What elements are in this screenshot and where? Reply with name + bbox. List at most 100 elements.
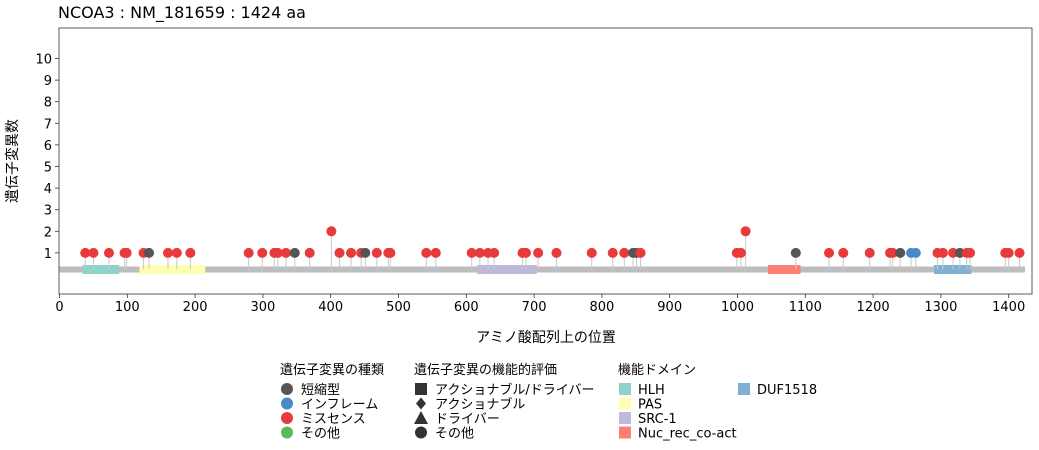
mutation-point bbox=[489, 247, 500, 258]
mutation-point bbox=[1003, 247, 1014, 258]
x-tick-label: 1400 bbox=[992, 300, 1025, 315]
y-tick-label: 3 bbox=[44, 204, 52, 219]
x-tick-label: 0 bbox=[55, 300, 63, 315]
x-tick-label: 900 bbox=[657, 300, 682, 315]
domain-pas bbox=[139, 265, 206, 274]
legend-type-label: 短縮型 bbox=[301, 382, 340, 398]
mutation-point bbox=[257, 247, 268, 258]
mutation-point bbox=[272, 247, 283, 258]
x-tick-label: 700 bbox=[522, 300, 547, 315]
mutation-point bbox=[430, 247, 441, 258]
y-tick-label: 2 bbox=[44, 225, 52, 240]
mutation-point bbox=[360, 247, 371, 258]
x-tick-label: 100 bbox=[115, 300, 140, 315]
legend-type-swatch bbox=[281, 426, 293, 439]
legend-eval-circle bbox=[415, 426, 427, 439]
mutation-point bbox=[103, 247, 114, 258]
mutation-point bbox=[243, 247, 254, 258]
mutation-point bbox=[740, 226, 751, 237]
legend-domain-swatch bbox=[619, 412, 631, 424]
y-tick-label: 9 bbox=[44, 74, 52, 89]
chart-title: NCOA3 : NM_181659 : 1424 aa bbox=[58, 3, 306, 23]
x-tick-label: 200 bbox=[183, 300, 208, 315]
mutation-point bbox=[346, 247, 357, 258]
x-tick-label: 1000 bbox=[721, 300, 754, 315]
legend-type-swatch bbox=[281, 397, 293, 410]
mutation-point bbox=[790, 247, 801, 258]
mutation-point bbox=[619, 247, 630, 258]
mutation-point bbox=[910, 247, 921, 258]
x-tick-label: 1100 bbox=[789, 300, 822, 315]
mutation-point bbox=[466, 247, 477, 258]
domain-hlh bbox=[82, 265, 120, 274]
mutation-point bbox=[371, 247, 382, 258]
y-tick-label: 8 bbox=[44, 96, 52, 111]
legend-type-title: 遺伝子変異の種類 bbox=[280, 362, 384, 378]
mutation-point bbox=[326, 226, 337, 237]
legend-type-label: その他 bbox=[301, 427, 340, 442]
legend-eval-label: アクショナブル/ドライバー bbox=[435, 382, 594, 398]
mutation-point bbox=[607, 247, 618, 258]
legend-type-swatch bbox=[281, 383, 293, 395]
mutation-point bbox=[143, 247, 154, 258]
legend-type-label: インフレーム bbox=[301, 398, 378, 413]
x-axis: 0 100 200 300 400 500 600 700 800 900 1000 1100 1200… bbox=[55, 294, 1025, 315]
x-tick-label: 800 bbox=[589, 300, 614, 315]
mutation-point bbox=[385, 247, 396, 258]
mutation-point bbox=[824, 247, 835, 258]
mutation-point bbox=[280, 247, 291, 258]
mutation-point bbox=[551, 247, 562, 258]
y-axis-label: 遺伝子変異数 bbox=[4, 119, 21, 203]
mutation-point bbox=[937, 247, 948, 258]
y-tick-label: 1 bbox=[44, 247, 52, 262]
mutation-point bbox=[735, 247, 746, 258]
mutation-point bbox=[635, 247, 646, 258]
x-tick-label: 300 bbox=[250, 300, 275, 315]
legend-domain-swatch bbox=[619, 397, 631, 410]
mutation-point bbox=[965, 247, 976, 258]
legend-eval-label: アクショナブル bbox=[435, 397, 525, 413]
legend-eval-square bbox=[415, 383, 427, 395]
mutation-point bbox=[895, 247, 906, 258]
mutation-point bbox=[162, 247, 173, 258]
mutation-point bbox=[121, 247, 132, 258]
x-tick-label: 1200 bbox=[857, 300, 890, 315]
mutation-point bbox=[864, 247, 875, 258]
mutation-point bbox=[421, 247, 432, 258]
y-tick-label: 6 bbox=[44, 139, 52, 154]
mutation-point bbox=[289, 247, 300, 258]
mutation-point bbox=[520, 247, 531, 258]
legend-domain-label: SRC-1 bbox=[638, 412, 677, 427]
mutation-point bbox=[586, 247, 597, 258]
mutation-point bbox=[334, 247, 345, 258]
mutation-point bbox=[1014, 247, 1025, 258]
y-axis: 1 2 3 4 5 6 7 8 9 10 bbox=[35, 53, 59, 262]
legend-domain-swatch bbox=[619, 383, 631, 395]
legend-domain-label: PAS bbox=[638, 398, 662, 413]
legend-domain-label: DUF1518 bbox=[757, 383, 817, 398]
mutation-point bbox=[185, 247, 196, 258]
x-tick-label: 400 bbox=[318, 300, 343, 315]
legend-eval-diamond bbox=[416, 397, 426, 410]
legend-domain-label: Nuc_rec_co-act bbox=[638, 427, 737, 442]
x-axis-label: アミノ酸配列上の位置 bbox=[476, 330, 616, 346]
y-tick-label: 4 bbox=[44, 182, 52, 197]
legend-domain-swatch bbox=[619, 426, 631, 439]
y-tick-label: 5 bbox=[44, 161, 52, 176]
mutation-points bbox=[80, 226, 1025, 258]
mutation-point bbox=[887, 247, 898, 258]
legend-eval-label: その他 bbox=[435, 427, 474, 442]
x-tick-label: 1300 bbox=[924, 300, 957, 315]
mutation-point bbox=[304, 247, 315, 258]
legend-domain-label: HLH bbox=[638, 383, 665, 398]
legend-eval-label: ドライバー bbox=[435, 412, 500, 427]
mutation-point bbox=[80, 247, 91, 258]
mutation-point bbox=[533, 247, 544, 258]
protein-backbone bbox=[59, 266, 1025, 273]
legend-type-swatch bbox=[281, 412, 293, 424]
legend-domain-swatch bbox=[738, 383, 750, 395]
legend-domain-title: 機能ドメイン bbox=[618, 363, 696, 378]
mutation-point bbox=[474, 247, 485, 258]
